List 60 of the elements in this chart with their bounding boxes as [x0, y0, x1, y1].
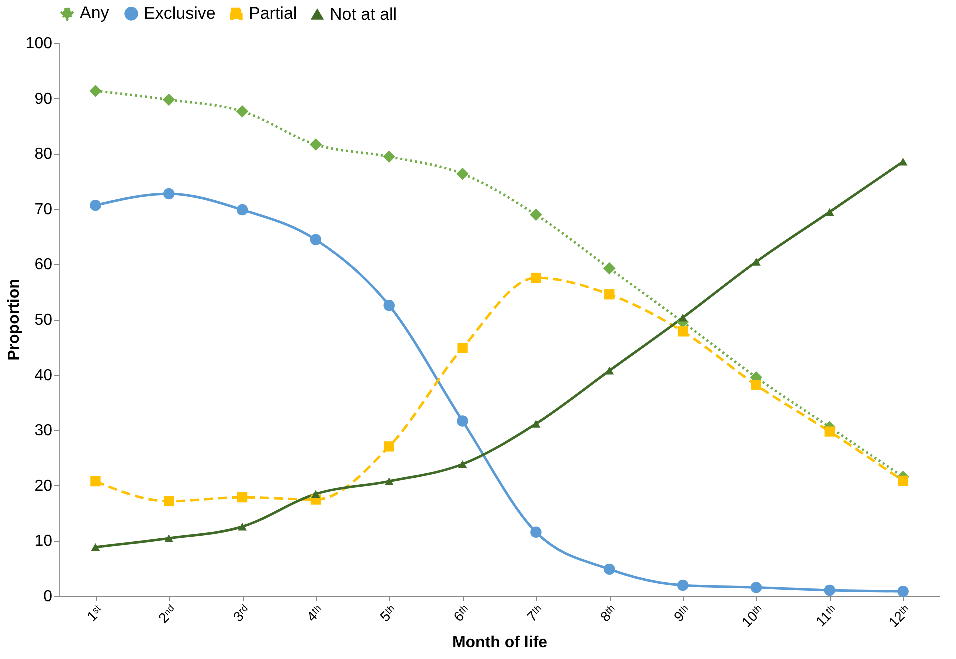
- y-tick-label: 10: [34, 533, 53, 550]
- point: [604, 290, 615, 300]
- y-tick-label: 90: [34, 90, 53, 108]
- y-axis-title: Proportion: [6, 279, 23, 361]
- point: [530, 208, 542, 222]
- x-tick-label: 7ᵗʰ: [524, 602, 547, 625]
- point: [384, 442, 394, 452]
- point: [310, 138, 322, 151]
- y-tick-label: 100: [26, 36, 53, 52]
- point: [458, 343, 468, 354]
- x-tick-label: 12ᵗʰ: [885, 602, 914, 630]
- x-tick-label: 4ᵗʰ: [304, 602, 326, 625]
- x-tick-label: 2ⁿᵈ: [155, 602, 180, 626]
- point: [384, 300, 395, 312]
- y-tick-label: 40: [34, 367, 53, 384]
- x-tick-label: 11ᵗʰ: [812, 602, 840, 630]
- x-tick-label: 1ˢᵗ: [84, 602, 106, 624]
- legend-label: Any: [80, 4, 110, 23]
- point: [237, 492, 248, 503]
- point: [824, 426, 835, 437]
- point: [457, 416, 468, 427]
- point: [310, 234, 322, 246]
- legend-label: Exclusive: [144, 4, 216, 23]
- point: [383, 150, 396, 164]
- point: [90, 84, 102, 98]
- point: [530, 526, 542, 538]
- x-axis-title: Month of life: [452, 634, 548, 652]
- legend-label: Partial: [249, 4, 298, 24]
- y-tick-label: 80: [34, 146, 53, 164]
- point: [898, 586, 909, 598]
- y-tick-label: 50: [34, 312, 53, 329]
- x-tick-label: 6ᵗʰ: [450, 602, 474, 625]
- point: [604, 564, 616, 576]
- point: [236, 204, 248, 216]
- point: [236, 105, 249, 118]
- point: [531, 272, 542, 284]
- y-tick-label: 20: [34, 478, 53, 495]
- legend-label: Not at all: [330, 4, 398, 24]
- x-tick-label: 8ᵗʰ: [597, 602, 620, 625]
- point: [90, 476, 101, 487]
- point: [677, 580, 689, 592]
- x-tick-label: 5ᵗʰ: [376, 602, 400, 625]
- point: [750, 582, 762, 594]
- point: [163, 94, 176, 106]
- point: [898, 476, 908, 486]
- point: [456, 168, 469, 180]
- point: [164, 496, 174, 507]
- x-tick-label: 9ᵗʰ: [670, 602, 694, 625]
- point: [164, 188, 175, 200]
- y-tick-label: 70: [34, 201, 53, 218]
- y-tick-label: 0: [44, 588, 53, 606]
- point: [824, 584, 836, 596]
- y-tick-label: 30: [34, 422, 53, 440]
- point: [90, 200, 102, 212]
- x-tick-label: 10ᵗʰ: [738, 602, 767, 630]
- point: [751, 380, 762, 390]
- y-tick-label: 60: [34, 256, 53, 274]
- point: [604, 262, 616, 275]
- x-tick-label: 3ʳᵈ: [230, 602, 253, 626]
- point: [678, 326, 688, 337]
